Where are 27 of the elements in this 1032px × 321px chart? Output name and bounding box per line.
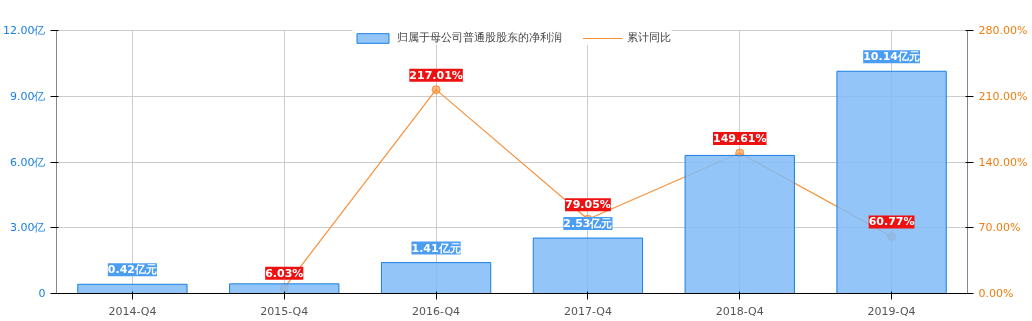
legend-label: 归属于母公司普通股股东的净利润 [397, 30, 562, 45]
y2-tick-label: 140.00% [978, 155, 1028, 169]
x-tick-label: 2014-Q4 [108, 304, 157, 318]
y2-tick-label: 0.00% [978, 287, 1014, 300]
y-tick-label: 3.00亿 [10, 221, 46, 235]
data-label: 2.53亿元 [563, 217, 613, 231]
data-label: 6.03% [265, 266, 304, 280]
x-tick-label: 2018-Q4 [715, 304, 764, 318]
data-label: 149.61% [713, 131, 767, 145]
data-label: 60.77% [868, 215, 915, 229]
y2-tick-label: 70.00% [978, 221, 1021, 235]
data-label: 10.14亿元 [863, 50, 920, 64]
y2-tick-label: 210.00% [978, 89, 1028, 103]
y-tick-label: 0 [38, 287, 46, 300]
y-tick-label: 9.00亿 [10, 89, 46, 103]
x-tick-label: 2019-Q4 [867, 304, 916, 318]
data-label: 79.05% [565, 198, 611, 212]
data-label: 217.01% [409, 68, 463, 82]
legend-label: 累计同比 [627, 30, 671, 45]
data-label: 1.41亿元 [411, 241, 461, 255]
y-tick-label: 6.00亿 [10, 155, 46, 169]
x-tick-label: 2015-Q4 [260, 304, 309, 318]
y-tick-label: 12.00亿 [3, 24, 46, 37]
y2-tick-label: 280.00% [978, 24, 1028, 37]
x-tick-label: 2017-Q4 [563, 304, 612, 318]
data-label: 0.42亿元 [107, 263, 157, 277]
x-tick-label: 2016-Q4 [412, 304, 461, 318]
